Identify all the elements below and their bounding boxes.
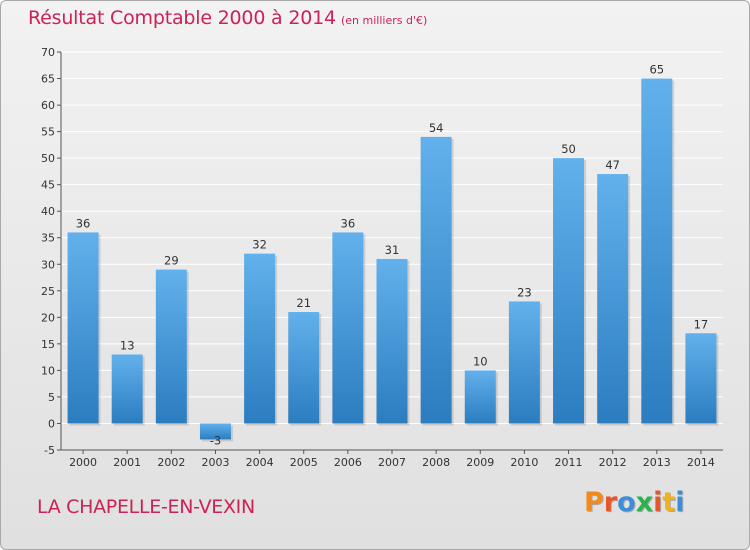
bar-2005 [288, 312, 320, 424]
value-label-2003: -3 [210, 433, 221, 447]
bar-2008 [420, 136, 452, 424]
logo-letter: r [603, 487, 618, 518]
proxiti-logo: Proxiti [584, 487, 685, 518]
value-label-2008: 54 [429, 121, 444, 135]
x-tick-label-2006: 2006 [334, 456, 362, 469]
logo-letter: o [617, 487, 636, 518]
y-tick-label: 65 [41, 73, 55, 86]
x-tick-label-2003: 2003 [201, 456, 229, 469]
town-name: LA CHAPELLE-EN-VEXIN [37, 496, 255, 518]
x-tick-label-2013: 2013 [643, 456, 671, 469]
logo-letter: x [635, 487, 654, 518]
x-tick-label-2007: 2007 [378, 456, 406, 469]
bar-2014 [685, 333, 717, 424]
bar-2007 [376, 258, 408, 424]
bar-2010 [508, 301, 540, 424]
value-label-2013: 65 [649, 63, 664, 77]
y-tick-label: 60 [41, 99, 55, 112]
y-tick-label: 10 [41, 364, 55, 377]
logo-letter: P [584, 487, 604, 518]
y-tick-label: -5 [44, 444, 55, 457]
value-label-2006: 36 [341, 216, 356, 230]
bar-2011 [553, 158, 585, 424]
value-label-2009: 10 [473, 354, 488, 368]
value-label-2012: 47 [605, 158, 620, 172]
logo-letter: i [675, 487, 685, 518]
y-tick-label: 55 [41, 126, 55, 139]
x-tick-label-2010: 2010 [510, 456, 538, 469]
value-labels: 36 13 29 -3 32 21 36 31 54 10 23 50 47 65 17 [76, 63, 709, 448]
value-label-2010: 23 [517, 285, 532, 299]
y-tick-label: 40 [41, 205, 55, 218]
y-tick-label: 20 [41, 311, 55, 324]
x-tick-label-2004: 2004 [246, 456, 274, 469]
x-tick-label-2005: 2005 [290, 456, 318, 469]
bar-2013 [641, 78, 673, 424]
y-tick-label: 0 [48, 417, 55, 430]
x-tick-label-2002: 2002 [157, 456, 185, 469]
y-tick-label: 70 [41, 46, 55, 59]
chart-subtitle: (en milliers d'€) [341, 14, 428, 27]
value-label-2014: 17 [694, 317, 709, 331]
value-label-2005: 21 [296, 296, 311, 310]
bar-2009 [464, 370, 496, 424]
bar-2006 [332, 232, 364, 424]
bar-2000 [67, 232, 99, 424]
bar-2001 [111, 354, 143, 424]
bars [67, 78, 719, 442]
y-tick-label: 25 [41, 285, 55, 298]
value-label-2002: 29 [164, 254, 179, 268]
x-tick-label-2001: 2001 [113, 456, 141, 469]
value-label-2011: 50 [561, 142, 576, 156]
value-label-2000: 36 [76, 216, 91, 230]
value-label-2007: 31 [385, 243, 400, 257]
bar-2012 [597, 174, 629, 424]
x-tick-label-2011: 2011 [555, 456, 583, 469]
x-tick-label-2000: 2000 [69, 456, 97, 469]
y-tick-label: 35 [41, 232, 55, 245]
logo-letter: i [653, 487, 663, 518]
y-tick-label: 45 [41, 179, 55, 192]
y-tick-label: 50 [41, 152, 55, 165]
y-tick-label: 5 [48, 391, 55, 404]
x-tick-label-2008: 2008 [422, 456, 450, 469]
value-label-2001: 13 [120, 338, 135, 352]
x-tick-label-2012: 2012 [599, 456, 627, 469]
bar-2002 [155, 269, 187, 424]
y-tick-label: 15 [41, 338, 55, 351]
bar-2003 [199, 423, 231, 440]
bar-2004 [244, 253, 276, 424]
value-label-2004: 32 [252, 238, 267, 252]
axes: -5 0 5 10 15 20 25 30 35 40 45 50 55 60 65 70 2000 2001 20… [41, 46, 723, 469]
chart-title: Résultat Comptable 2000 à 2014 [28, 7, 336, 29]
y-tick-label: 30 [41, 258, 55, 271]
x-tick-label-2009: 2009 [466, 456, 494, 469]
x-tick-label-2014: 2014 [687, 456, 715, 469]
logo-letter: t [662, 487, 676, 518]
